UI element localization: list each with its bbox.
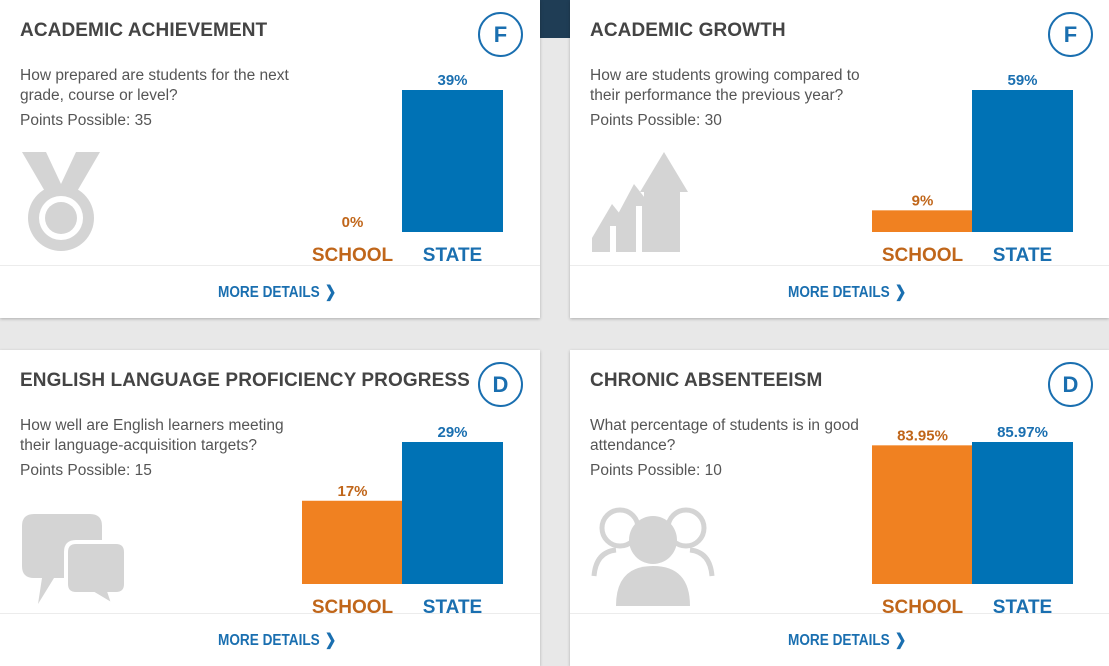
question-text: How are students growing compared to the… (590, 67, 860, 104)
bar-chart: 83.95% SCHOOL 85.97% STATE (872, 424, 1073, 618)
speech-bubbles-icon (22, 514, 128, 606)
bar-value-label: 59% (1007, 72, 1037, 89)
more-details-link[interactable]: MORE DETAILS ❯ (218, 630, 336, 650)
question-text: How prepared are students for the next g… (20, 67, 289, 104)
card-footer: MORE DETAILS ❯ (570, 613, 1109, 666)
card-academic-growth: ACADEMIC GROWTH F How are students growi… (570, 0, 1109, 318)
card-question: How prepared are students for the next g… (20, 66, 290, 131)
grade-badge: F (478, 12, 523, 57)
grade-badge: D (478, 362, 523, 407)
bar-value-label: 83.95% (897, 427, 948, 444)
card-chronic-absenteeism: CHRONIC ABSENTEEISM D What percentage of… (570, 350, 1109, 666)
card-question: What percentage of students is in good a… (590, 416, 860, 481)
bar-school (302, 500, 403, 584)
card-academic-achievement: ACADEMIC ACHIEVEMENT F How prepared are … (0, 0, 540, 318)
bar-state (402, 442, 503, 584)
chevron-right-icon: ❯ (894, 284, 907, 301)
more-details-link[interactable]: MORE DETAILS ❯ (788, 282, 906, 302)
question-text: How well are English learners meeting th… (20, 417, 284, 454)
more-details-label: MORE DETAILS (788, 284, 890, 301)
points-possible: Points Possible: 10 (590, 462, 722, 479)
bar-value-label: 39% (437, 72, 467, 89)
card-title: CHRONIC ABSENTEEISM (590, 370, 823, 391)
category-label-state: STATE (993, 245, 1052, 266)
category-label-school: SCHOOL (882, 597, 964, 618)
chevron-right-icon: ❯ (894, 632, 907, 649)
bar-state (402, 90, 503, 232)
bar-value-label: 29% (437, 424, 467, 441)
card-title: ENGLISH LANGUAGE PROFICIENCY PROGRESS (20, 370, 470, 391)
card-question: How well are English learners meeting th… (20, 416, 290, 481)
category-label-state: STATE (423, 245, 482, 266)
grade-badge: D (1048, 362, 1093, 407)
category-label-school: SCHOOL (312, 245, 394, 266)
medal-icon (22, 152, 100, 251)
bar-school (872, 210, 973, 232)
card-title: ACADEMIC GROWTH (590, 20, 786, 41)
card-footer: MORE DETAILS ❯ (570, 265, 1109, 318)
more-details-label: MORE DETAILS (788, 632, 890, 649)
category-label-school: SCHOOL (882, 245, 964, 266)
more-details-link[interactable]: MORE DETAILS ❯ (788, 630, 906, 650)
bar-chart: 0% SCHOOL 39% STATE (312, 72, 503, 266)
bar-state (972, 442, 1073, 584)
card-footer: MORE DETAILS ❯ (0, 613, 540, 666)
people-icon (591, 507, 715, 606)
card-footer: MORE DETAILS ❯ (0, 265, 540, 318)
category-label-state: STATE (423, 597, 482, 618)
points-possible: Points Possible: 35 (20, 112, 152, 129)
growth-arrows-icon (592, 152, 688, 252)
question-text: What percentage of students is in good a… (590, 417, 859, 454)
bar-value-label: 85.97% (997, 424, 1048, 441)
bar-chart: 17% SCHOOL 29% STATE (302, 424, 503, 618)
chevron-right-icon: ❯ (324, 632, 337, 649)
more-details-label: MORE DETAILS (218, 284, 320, 301)
category-label-school: SCHOOL (312, 597, 394, 618)
bar-value-label: 0% (342, 214, 364, 231)
points-possible: Points Possible: 30 (590, 112, 722, 129)
points-possible: Points Possible: 15 (20, 462, 152, 479)
more-details-link[interactable]: MORE DETAILS ❯ (218, 282, 336, 302)
card-question: How are students growing compared to the… (590, 66, 860, 131)
bar-state (972, 90, 1073, 232)
bar-school (872, 445, 973, 584)
top-bar-strip (540, 0, 570, 38)
card-title: ACADEMIC ACHIEVEMENT (20, 20, 268, 41)
bar-value-label: 17% (337, 483, 367, 500)
more-details-label: MORE DETAILS (218, 632, 320, 649)
chevron-right-icon: ❯ (324, 284, 337, 301)
bar-value-label: 9% (912, 192, 934, 209)
bar-chart: 9% SCHOOL 59% STATE (872, 72, 1073, 266)
card-english-language-proficiency: ENGLISH LANGUAGE PROFICIENCY PROGRESS D … (0, 350, 540, 666)
grade-badge: F (1048, 12, 1093, 57)
category-label-state: STATE (993, 597, 1052, 618)
